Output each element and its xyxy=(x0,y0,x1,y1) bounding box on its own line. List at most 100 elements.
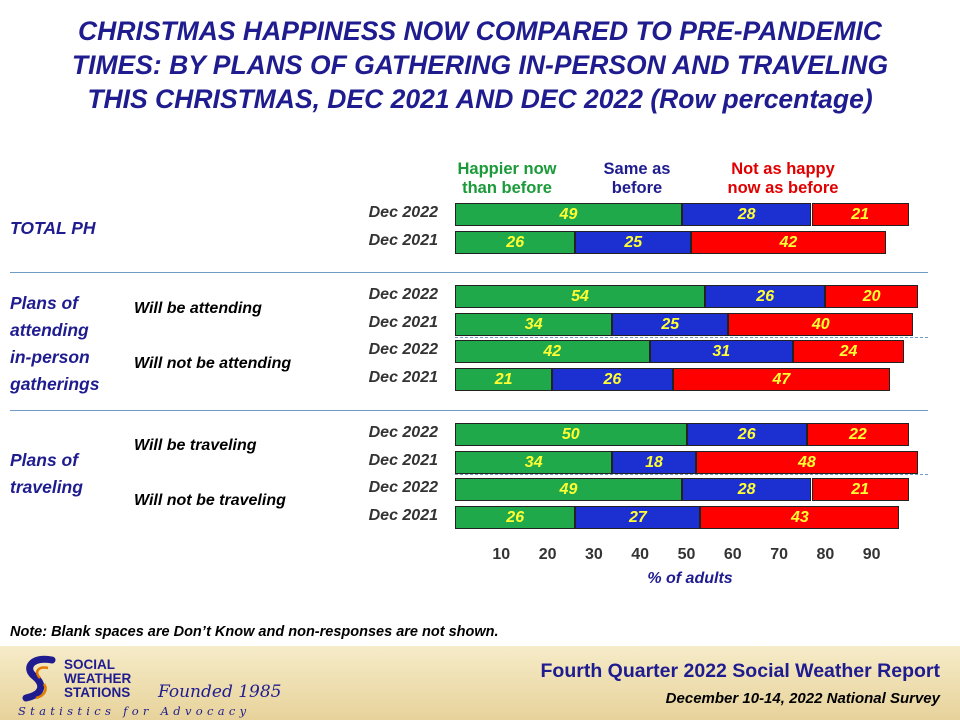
group-label-traveling: Plans of traveling xyxy=(10,447,83,501)
x-tick-label: 40 xyxy=(631,546,650,563)
bar-value-label: 28 xyxy=(737,480,756,498)
logo-line: SOCIAL xyxy=(64,657,116,672)
row-period-label: Dec 2021 xyxy=(368,452,438,469)
subgroup-label-will-attend: Will be attending xyxy=(134,300,262,317)
bar-value-label: 25 xyxy=(661,315,680,333)
legend-line: Not as happy xyxy=(731,160,835,178)
bar-happier: 50 xyxy=(455,423,687,446)
footer: SOCIAL WEATHER STATIONS Founded 1985 Sta… xyxy=(0,646,960,720)
bar-same: 27 xyxy=(575,506,701,529)
subgroup-label-will-not-travel: Will not be traveling xyxy=(134,492,286,509)
bar-value-label: 47 xyxy=(772,370,791,388)
legend-happier: Happier now than before xyxy=(437,160,577,198)
legend-line: before xyxy=(611,179,663,197)
x-tick-label: 30 xyxy=(584,546,603,563)
logo-line: WEATHER xyxy=(64,671,132,686)
bar-value-label: 26 xyxy=(756,287,775,305)
bar-value-label: 43 xyxy=(791,508,809,526)
legend-line: Happier now xyxy=(457,160,557,178)
founded-text: Founded 1985 xyxy=(158,682,282,702)
title-line: CHRISTMAS HAPPINESS NOW COMPARED TO PRE-… xyxy=(78,16,882,46)
bar-value-label: 49 xyxy=(559,480,578,498)
bar-value-label: 28 xyxy=(737,205,756,223)
bar-happier: 34 xyxy=(455,451,613,474)
bar-value-label: 26 xyxy=(603,370,622,388)
bar-happier: 42 xyxy=(455,340,650,363)
row-period-label: Dec 2022 xyxy=(368,286,438,303)
subgroup-divider xyxy=(455,474,928,475)
x-tick-label: 20 xyxy=(538,546,557,563)
group-label-line: gatherings xyxy=(10,374,100,394)
bar-same: 31 xyxy=(649,340,793,363)
sws-logo: SOCIAL WEATHER STATIONS Founded 1985 Sta… xyxy=(18,654,282,718)
bar-not-happy: 21 xyxy=(811,203,909,226)
tagline: Statistics for Advocacy xyxy=(18,704,251,718)
subgroup-divider xyxy=(455,337,928,338)
bar-value-label: 21 xyxy=(851,480,869,498)
report-title: Fourth Quarter 2022 Social Weather Repor… xyxy=(540,660,941,682)
bar-same: 25 xyxy=(612,313,729,336)
bar-same: 28 xyxy=(681,478,812,501)
sws-logo-text: SOCIAL WEATHER STATIONS xyxy=(64,658,131,700)
group-label-line: attending xyxy=(10,320,89,340)
x-tick-label: 50 xyxy=(677,546,696,563)
legend-line: than before xyxy=(462,179,552,197)
bar-same: 26 xyxy=(705,285,826,308)
subgroup-label-will-travel: Will be traveling xyxy=(134,437,257,454)
bar-same: 18 xyxy=(612,451,696,474)
bar-value-label: 21 xyxy=(494,370,513,388)
bar-value-label: 25 xyxy=(624,233,643,251)
legend-line: Same as xyxy=(603,160,671,178)
bar-same: 26 xyxy=(686,423,807,446)
bar-not-happy: 47 xyxy=(672,368,891,391)
bar-not-happy: 43 xyxy=(700,506,900,529)
bar-not-happy: 40 xyxy=(728,313,914,336)
group-label-total: TOTAL PH xyxy=(10,215,96,242)
group-divider xyxy=(10,272,928,273)
bar-value-label: 54 xyxy=(571,287,589,305)
bar-same: 26 xyxy=(552,368,673,391)
bar-happier: 49 xyxy=(455,478,682,501)
bar-same: 25 xyxy=(575,231,692,254)
group-label-line: Plans of xyxy=(10,450,79,470)
bar-value-label: 26 xyxy=(737,425,756,443)
row-period-label: Dec 2021 xyxy=(368,507,438,524)
bar-value-label: 49 xyxy=(559,205,578,223)
x-tick-label: 10 xyxy=(492,546,511,563)
bar-value-label: 42 xyxy=(779,233,798,251)
x-tick-label: 60 xyxy=(723,546,742,563)
sws-logo-icon xyxy=(22,655,56,702)
group-label-line: in-person xyxy=(10,347,90,367)
group-label-attending: Plans of attending in-person gatherings xyxy=(10,290,99,398)
bar-happier: 54 xyxy=(455,285,705,308)
bar-not-happy: 48 xyxy=(695,451,918,474)
row-period-label: Dec 2021 xyxy=(368,369,438,386)
bar-value-label: 26 xyxy=(506,233,525,251)
group-divider xyxy=(10,410,928,411)
x-tick-label: 70 xyxy=(770,546,788,563)
footnote: Note: Blank spaces are Don’t Know and no… xyxy=(10,624,499,640)
group-label-line: TOTAL PH xyxy=(10,218,96,238)
bar-value-label: 42 xyxy=(543,342,562,360)
bar-value-label: 22 xyxy=(848,425,867,443)
row-period-label: Dec 2022 xyxy=(368,204,438,221)
bar-not-happy: 42 xyxy=(691,231,886,254)
bar-not-happy: 22 xyxy=(806,423,909,446)
bar-not-happy: 21 xyxy=(811,478,909,501)
x-tick-label: 80 xyxy=(816,546,835,563)
legend-line: now as before xyxy=(727,179,839,197)
bar-value-label: 50 xyxy=(561,425,580,443)
bar-value-label: 31 xyxy=(712,342,731,360)
row-period-label: Dec 2022 xyxy=(368,479,438,496)
row-period-label: Dec 2021 xyxy=(368,314,438,331)
bar-happier: 21 xyxy=(455,368,553,391)
legend-not-happy: Not as happy now as before xyxy=(703,160,863,198)
bar-value-label: 21 xyxy=(851,205,869,223)
x-tick-label: 90 xyxy=(862,546,881,563)
bar-value-label: 48 xyxy=(797,453,816,471)
bar-happier: 49 xyxy=(455,203,682,226)
title-line: THIS CHRISTMAS, DEC 2021 AND DEC 2022 (R… xyxy=(87,84,873,114)
x-axis-label: % of adults xyxy=(647,570,733,587)
bar-value-label: 24 xyxy=(839,342,858,360)
group-label-line: traveling xyxy=(10,477,83,497)
